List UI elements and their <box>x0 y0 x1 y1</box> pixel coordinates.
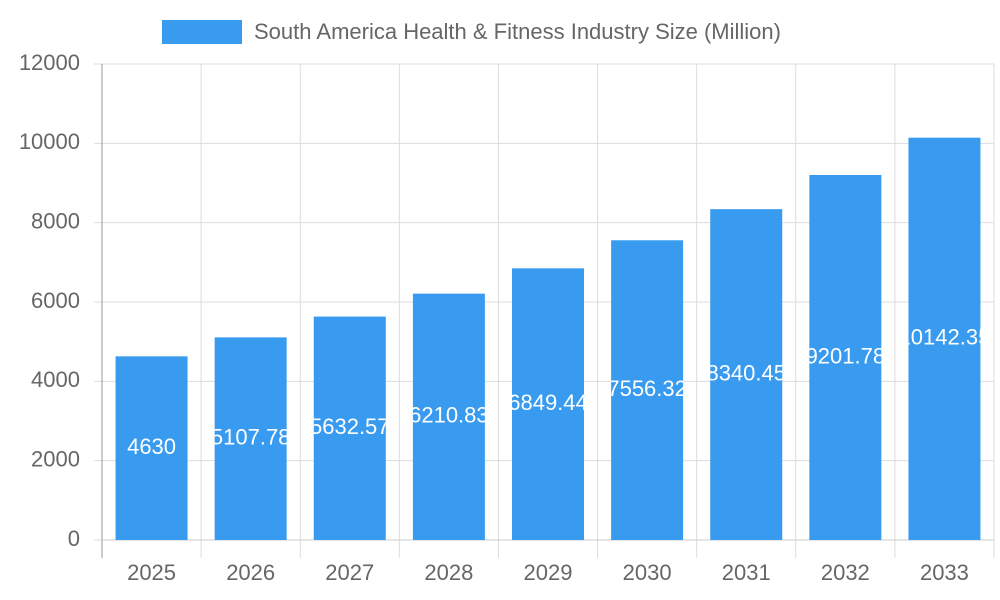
y-tick-label: 2000 <box>31 446 80 471</box>
value-label: 5632.57 <box>310 414 390 439</box>
bar <box>512 268 584 540</box>
bar <box>214 337 287 540</box>
legend-swatch <box>162 20 242 44</box>
bar <box>908 137 981 541</box>
value-label: 8340.45 <box>706 360 786 385</box>
y-tick-label: 10000 <box>19 129 80 154</box>
y-tick-label: 8000 <box>31 208 80 233</box>
x-tick-label: 2033 <box>920 560 969 585</box>
value-label: 4630 <box>127 434 176 459</box>
x-tick-label: 2032 <box>821 560 870 585</box>
bar <box>115 356 188 540</box>
bar <box>611 240 684 540</box>
value-label: 9201.78 <box>806 343 886 368</box>
value-label: 7556.32 <box>607 376 687 401</box>
x-tick-label: 2031 <box>722 560 771 585</box>
bar <box>412 293 485 540</box>
y-tick-label: 12000 <box>19 50 80 75</box>
bar <box>313 316 386 540</box>
x-tick-label: 2029 <box>524 560 573 585</box>
value-label: 5107.78 <box>211 425 291 450</box>
x-tick-label: 2027 <box>325 560 374 585</box>
y-tick-label: 4000 <box>31 367 80 392</box>
bar <box>710 209 783 540</box>
x-tick-label: 2028 <box>424 560 473 585</box>
bar <box>809 174 882 540</box>
value-label: 10142.35 <box>899 325 991 350</box>
x-tick-label: 2030 <box>623 560 672 585</box>
y-tick-label: 6000 <box>31 288 80 313</box>
legend-label: South America Health & Fitness Industry … <box>254 19 781 44</box>
x-tick-label: 2026 <box>226 560 275 585</box>
value-label: 6849.44 <box>508 390 588 415</box>
y-tick-label: 0 <box>68 526 80 551</box>
value-label: 6210.83 <box>409 403 489 428</box>
x-tick-label: 2025 <box>127 560 176 585</box>
